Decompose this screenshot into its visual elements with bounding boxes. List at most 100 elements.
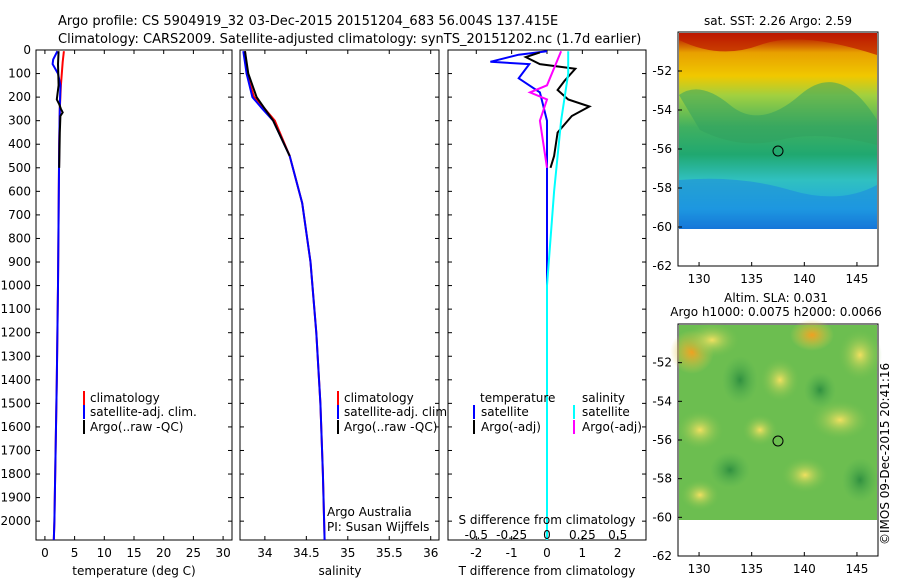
- legend-argo-label: Argo(..raw -QC): [90, 420, 183, 434]
- depth-tick-label: 2000: [0, 514, 31, 528]
- depth-tick-label: 1700: [0, 443, 31, 457]
- depth-tick-label: 1500: [0, 396, 31, 410]
- legend-climatology-label: climatology: [90, 391, 160, 405]
- header-line1: Argo profile: CS 5904919_32 03-Dec-2015 …: [58, 14, 558, 29]
- lat-tick-label: -62: [652, 259, 672, 273]
- credit-line1: Argo Australia: [327, 505, 412, 519]
- sla-lat-axis: -52 -54 -56 -58 -60 -62: [652, 356, 682, 563]
- depth-tick-label: 1100: [0, 302, 31, 316]
- sst-map-panel: sat. SST: 2.26 Argo: 2.59 -52 -54 -56 -58 -6…: [652, 14, 879, 286]
- depth-tick-label: 1800: [0, 467, 31, 481]
- sla-map-title1: Altim. SLA: 0.031: [724, 291, 828, 305]
- difference-depth-ticks: [448, 49, 646, 522]
- sla-argo-location-marker: [772, 435, 784, 447]
- x-tick-label: 2: [614, 546, 622, 560]
- x-tick-label: 34: [257, 546, 272, 560]
- legend-satellite-label: satellite-adj. clim.: [90, 405, 197, 419]
- temperature-plot-frame: [35, 49, 233, 541]
- header-line2: Climatology: CARS2009. Satellite-adjuste…: [58, 32, 641, 47]
- temperature-panel: 0100200300400500600700800900100011001200…: [0, 43, 233, 578]
- lat-tick-label: -54: [652, 394, 672, 408]
- sst-argo-location-marker: [772, 145, 784, 157]
- salinity-plot-frame: [239, 49, 440, 541]
- x-tick-label: 5: [71, 546, 79, 560]
- lat-tick-label: -52: [652, 356, 672, 370]
- x-tick-label: -2: [470, 546, 482, 560]
- depth-tick-label: 100: [8, 67, 31, 81]
- depth-tick-label: 1300: [0, 349, 31, 363]
- s-diff-tick-label: -0.25: [496, 528, 527, 542]
- lat-tick-label: -58: [652, 472, 672, 486]
- sla-map-title2: Argo h1000: 0.0075 h2000: 0.0066: [670, 305, 882, 319]
- x-tick-label: 36: [423, 546, 438, 560]
- legend-s-argo-label: Argo(-adj): [582, 420, 642, 434]
- x-tick-label: 0: [41, 546, 49, 560]
- series-argo-raw-qc-: [244, 51, 291, 157]
- x-tick-label: 1: [579, 546, 587, 560]
- s-diff-tick-label: 0.5: [608, 528, 627, 542]
- x-tick-label: 20: [156, 546, 171, 560]
- legend-satellite-label: satellite-adj. clim.: [344, 405, 451, 419]
- sst-lon-axis: 130 135 140 145: [688, 262, 868, 286]
- salinity-depth-ticks: [240, 49, 439, 522]
- series-satellite-adj-clim-: [242, 51, 326, 541]
- difference-panel: -2 -1 0 1 2 temperature salinity satellite A…: [447, 49, 647, 578]
- depth-tick-label: 700: [8, 208, 31, 222]
- sst-map-title: sat. SST: 2.26 Argo: 2.59: [704, 14, 852, 28]
- depth-tick-label: 500: [8, 161, 31, 175]
- depth-tick-label: 400: [8, 137, 31, 151]
- lat-tick-label: -56: [652, 433, 672, 447]
- depth-tick-label: 900: [8, 255, 31, 269]
- x-tick-label: 35.5: [376, 546, 403, 560]
- sst-cold-band: [679, 178, 877, 229]
- depth-tick-label: 1200: [0, 326, 31, 340]
- x-tick-label: 34.5: [293, 546, 320, 560]
- lat-tick-label: -54: [652, 103, 672, 117]
- s-diff-tick-label: 0.25: [569, 528, 596, 542]
- lat-tick-label: -60: [652, 510, 672, 524]
- series-argo-raw-qc-: [55, 51, 64, 168]
- depth-tick-label: 0: [23, 43, 31, 57]
- lat-tick-label: -58: [652, 181, 672, 195]
- legend-t-argo-label: Argo(-adj): [481, 420, 541, 434]
- legend-t-satellite-label: satellite: [481, 405, 529, 419]
- lat-tick-label: -52: [652, 64, 672, 78]
- s-diff-tick-label: 0: [543, 528, 551, 542]
- salinity-legend: climatology satellite-adj. clim. Argo(..…: [337, 391, 451, 434]
- sla-lon-axis: 130 135 140 145: [688, 552, 868, 576]
- depth-tick-label: 800: [8, 231, 31, 245]
- legend-climatology-label: climatology: [344, 391, 414, 405]
- x-tick-label: -1: [506, 546, 518, 560]
- lon-tick-label: 140: [793, 272, 816, 286]
- salinity-xlabel: salinity: [318, 564, 361, 578]
- series-t-argo-adj-: [523, 51, 592, 169]
- difference-top-xlabel: S difference from climatology: [459, 513, 636, 527]
- depth-tick-label: 1400: [0, 373, 31, 387]
- x-tick-label: 0: [543, 546, 551, 560]
- lon-tick-label: 145: [845, 272, 868, 286]
- credit-line2: PI: Susan Wijffels: [327, 520, 429, 534]
- depth-tick-label: 1000: [0, 279, 31, 293]
- lon-tick-label: 130: [688, 562, 711, 576]
- imos-stamp: ©IMOS 09-Dec-2015 20:41:16: [878, 363, 892, 545]
- lon-tick-label: 135: [740, 272, 763, 286]
- difference-xlabel: T difference from climatology: [458, 564, 636, 578]
- legend-temperature-title: temperature: [480, 391, 555, 405]
- salinity-series: [242, 51, 326, 541]
- series-s-satellite: [546, 51, 570, 540]
- difference-legend: temperature salinity satellite Argo(-adj…: [473, 391, 642, 434]
- temperature-series: [51, 50, 65, 541]
- temperature-xlabel: temperature (deg C): [72, 564, 195, 578]
- lon-tick-label: 140: [793, 562, 816, 576]
- x-tick-label: 25: [186, 546, 201, 560]
- depth-tick-label: 1600: [0, 420, 31, 434]
- legend-salinity-title: salinity: [582, 391, 625, 405]
- lat-tick-label: -60: [652, 220, 672, 234]
- salinity-difference-ticks: -0.5 -0.25 0 0.25 0.5: [465, 528, 628, 542]
- temperature-axis: 0 5 10 15 20 25 30: [41, 50, 231, 560]
- temperature-legend: climatology satellite-adj. clim. Argo(..…: [83, 391, 197, 434]
- lon-tick-label: 130: [688, 272, 711, 286]
- depth-tick-label: 1900: [0, 491, 31, 505]
- depth-tick-label: 200: [8, 90, 31, 104]
- salinity-axis: 34 34.5 35 35.5 36: [257, 50, 438, 560]
